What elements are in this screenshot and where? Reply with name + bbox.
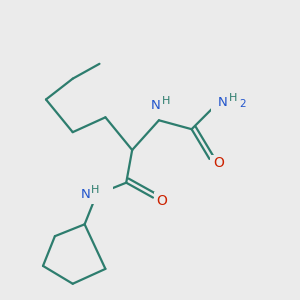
FancyBboxPatch shape bbox=[211, 93, 253, 112]
FancyBboxPatch shape bbox=[154, 192, 170, 209]
Text: H: H bbox=[91, 185, 99, 195]
Text: N: N bbox=[218, 96, 228, 109]
Text: N: N bbox=[81, 188, 91, 201]
Text: H: H bbox=[162, 96, 170, 106]
FancyBboxPatch shape bbox=[144, 95, 174, 116]
Text: N: N bbox=[151, 99, 161, 112]
FancyBboxPatch shape bbox=[74, 185, 113, 204]
Text: O: O bbox=[213, 156, 224, 170]
Text: H: H bbox=[229, 93, 237, 103]
Text: O: O bbox=[157, 194, 167, 208]
FancyBboxPatch shape bbox=[210, 155, 226, 172]
Text: 2: 2 bbox=[239, 99, 245, 109]
